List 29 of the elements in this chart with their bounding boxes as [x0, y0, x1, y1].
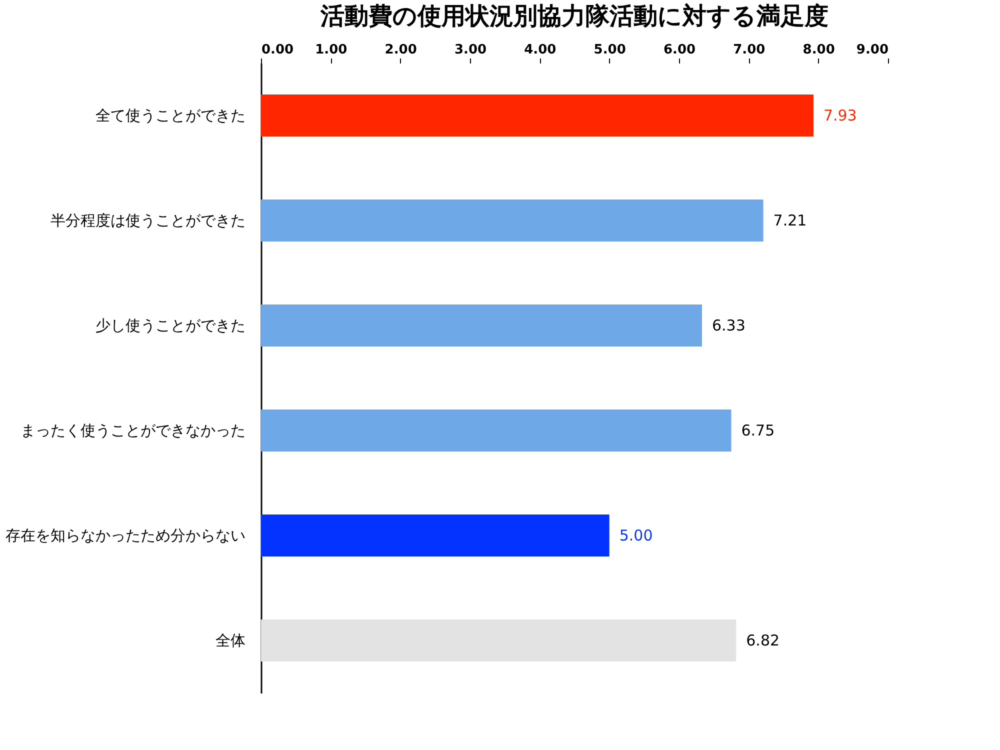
x-tick-label: 6.00	[663, 42, 696, 58]
x-tick-label: 2.00	[384, 42, 417, 58]
x-tick-label: 1.00	[315, 42, 348, 58]
data-label: 6.82	[746, 632, 780, 650]
x-tick-label: 4.00	[524, 42, 556, 58]
data-label: 7.21	[773, 212, 807, 230]
x-tick-label: 7.00	[733, 42, 766, 58]
chart-title: 活動費の使用状況別協力隊活動に対する満足度	[320, 2, 828, 30]
data-label: 6.33	[712, 316, 746, 334]
bar	[261, 620, 736, 662]
x-tick-label: 0.00	[262, 42, 294, 58]
y-tick-label: 半分程度は使うことができた	[50, 212, 246, 230]
x-tick-label: 9.00	[856, 42, 888, 58]
bar	[261, 514, 610, 556]
x-tick-label: 8.00	[802, 42, 835, 58]
y-tick-label: 全体	[216, 632, 246, 650]
y-tick-label: 存在を知らなかったため分からない	[6, 526, 246, 544]
bar	[261, 200, 764, 242]
data-label: 5.00	[619, 526, 653, 544]
y-tick-label: まったく使うことができなかった	[20, 422, 246, 440]
bar	[261, 304, 702, 346]
data-label: 6.75	[741, 422, 775, 440]
y-tick-label: 全て使うことができた	[96, 106, 246, 124]
bar	[261, 410, 732, 452]
y-tick-label: 少し使うことができた	[96, 316, 246, 334]
data-label: 7.93	[823, 106, 857, 124]
bar	[261, 94, 814, 136]
x-tick-label: 3.00	[454, 42, 487, 58]
x-tick-label: 5.00	[594, 42, 626, 58]
